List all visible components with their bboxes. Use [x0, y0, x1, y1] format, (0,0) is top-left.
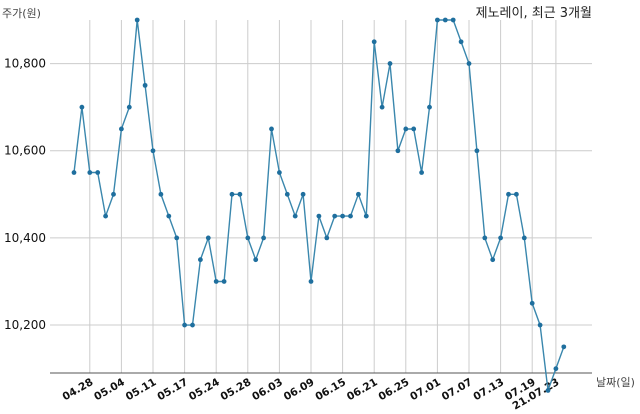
- data-point: [332, 213, 338, 219]
- data-point: [174, 235, 180, 241]
- data-point: [142, 82, 148, 88]
- data-point: [521, 235, 527, 241]
- data-point: [324, 235, 330, 241]
- data-point: [442, 17, 448, 23]
- data-point: [95, 170, 101, 175]
- data-point: [277, 170, 282, 175]
- data-point: [537, 322, 543, 328]
- data-point: [190, 322, 195, 328]
- x-tick-labels: 04.2805.0405.1105.1705.2405.2806.0306.09…: [61, 376, 562, 412]
- data-point: [245, 235, 251, 241]
- data-point: [79, 104, 85, 110]
- x-tick-label: 07.07: [440, 376, 475, 403]
- y-tick-label: 10,200: [4, 318, 46, 332]
- x-tick-label: 05.24: [187, 376, 222, 403]
- series-line: [73, 19, 565, 391]
- data-point: [284, 191, 290, 197]
- data-point: [450, 17, 456, 23]
- data-point: [387, 61, 393, 66]
- x-tick-label: 05.17: [155, 376, 190, 403]
- data-points: [71, 17, 567, 393]
- data-point: [292, 213, 298, 219]
- data-point: [158, 191, 164, 197]
- data-point: [119, 126, 124, 132]
- x-tick-label: 06.25: [377, 376, 412, 403]
- data-point: [529, 300, 535, 306]
- data-point: [474, 148, 480, 154]
- data-point: [553, 366, 559, 372]
- data-point: [411, 126, 417, 132]
- data-point: [514, 191, 519, 197]
- data-point: [466, 61, 472, 66]
- data-point: [348, 213, 353, 219]
- data-point: [363, 213, 369, 219]
- x-tick-label: 04.28: [61, 376, 96, 403]
- data-point: [103, 213, 108, 219]
- data-point: [308, 279, 314, 284]
- x-tick-label: 05.04: [92, 376, 127, 403]
- data-point: [316, 213, 322, 219]
- y-axis-label: 주가(원): [2, 7, 41, 20]
- data-point: [182, 322, 188, 328]
- x-tick-label: 05.28: [219, 376, 254, 403]
- data-point: [269, 126, 274, 132]
- x-tick-label: 07.13: [471, 376, 506, 403]
- data-point: [506, 191, 511, 197]
- data-point: [229, 191, 235, 197]
- x-tick-label: 06.15: [313, 376, 348, 403]
- data-point: [340, 213, 345, 219]
- data-point: [134, 17, 140, 23]
- data-point: [490, 257, 496, 263]
- y-tick-label: 10,800: [4, 57, 46, 71]
- y-tick-label: 10,400: [4, 231, 46, 245]
- data-point: [237, 191, 243, 197]
- x-tick-label: 06.09: [282, 376, 317, 403]
- data-point: [371, 39, 377, 45]
- y-tick-label: 10,600: [4, 144, 46, 158]
- data-point: [419, 170, 424, 175]
- data-point: [482, 235, 488, 241]
- data-point: [198, 257, 203, 263]
- data-point: [71, 170, 77, 175]
- data-point: [379, 104, 385, 110]
- data-point: [221, 279, 227, 284]
- data-point: [395, 148, 401, 154]
- x-tick-label: 07.01: [408, 376, 443, 403]
- data-point: [253, 257, 259, 263]
- x-tick-label: 05.11: [124, 376, 159, 403]
- data-point: [213, 279, 219, 284]
- x-axis-label: 날짜(일): [596, 375, 635, 389]
- data-point: [87, 170, 93, 175]
- chart-title: 제노레이, 최근 3개월: [476, 6, 592, 21]
- data-point: [126, 104, 132, 110]
- data-point: [166, 213, 172, 219]
- data-point: [111, 191, 116, 197]
- data-point: [205, 235, 211, 241]
- data-point: [435, 17, 440, 23]
- data-point: [261, 235, 266, 241]
- x-tick-label: 06.21: [345, 376, 380, 403]
- grid-lines: [50, 20, 592, 373]
- y-tick-labels: 10,800 10,600 10,400 10,200: [4, 57, 46, 332]
- data-point: [498, 235, 503, 241]
- data-point: [150, 148, 156, 154]
- data-point: [561, 344, 567, 350]
- x-tick-label: 06.03: [250, 376, 285, 403]
- data-point: [356, 191, 361, 197]
- data-point: [300, 191, 306, 197]
- data-point: [403, 126, 409, 132]
- data-point: [458, 39, 464, 45]
- data-point: [545, 388, 551, 393]
- data-point: [427, 104, 432, 110]
